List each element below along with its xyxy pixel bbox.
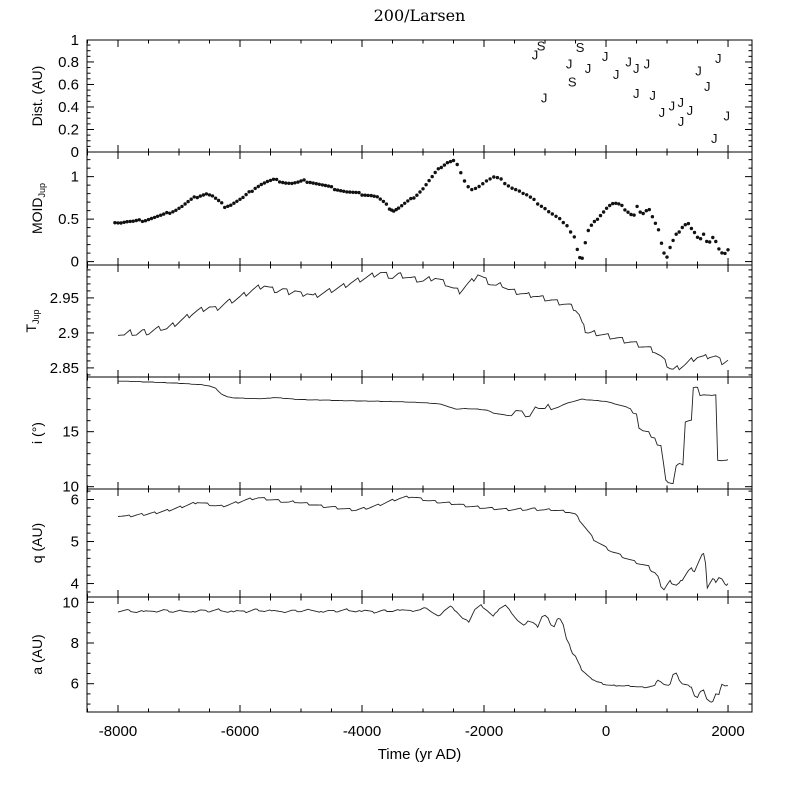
chart-title: 200/Larsen [373, 6, 466, 25]
close-approach-letter-J: J [649, 88, 656, 103]
panel-tjup: 2.85 2.9 2.95 TJup [23, 264, 753, 378]
close-approach-letter-J: J [677, 95, 684, 110]
y-tick-label: 5 [71, 534, 79, 551]
x-axis-tick-labels: -8000 -6000 -4000 -2000 0 2000 [99, 723, 745, 740]
close-approach-letter-J: J [715, 51, 722, 66]
y-tick-label: 0.4 [58, 99, 79, 116]
close-approach-letter-J: J [704, 79, 711, 94]
y-tick-label: 2.9 [58, 325, 79, 342]
panel-a: 6 8 10 a (AU) [29, 594, 753, 713]
close-approach-letter-J: J [613, 67, 620, 82]
a-series-line [117, 604, 728, 703]
y-tick-label: 0.6 [58, 76, 79, 93]
y-axis-title-moid: MOIDJup [29, 183, 47, 234]
y-axis-title-q: q (AU) [29, 523, 45, 563]
q-series-line [117, 495, 729, 591]
close-approach-letter-J: J [625, 54, 632, 69]
y-tick-label: 6 [71, 676, 79, 693]
y-tick-label: 0.5 [58, 211, 79, 228]
close-approach-letter-S: S [576, 40, 585, 55]
tjup-series-line [117, 271, 729, 371]
close-approach-letter-S: S [537, 39, 546, 54]
close-approach-letter-J: J [566, 57, 573, 72]
y-tick-label: 1 [71, 169, 79, 186]
x-tick-label: -6000 [221, 723, 259, 740]
inc-series-line [118, 380, 729, 484]
x-tick-label: 2000 [711, 723, 744, 740]
close-approach-letter-S: S [568, 75, 577, 90]
panel-inc: 10 15 i (°) [29, 376, 753, 496]
y-axis-title-inc: i (°) [29, 422, 45, 444]
close-approach-letter-J: J [678, 114, 685, 129]
y-tick-label: 0.2 [58, 121, 79, 138]
x-tick-label: -4000 [343, 723, 381, 740]
y-tick-label: 1 [71, 32, 79, 49]
panel-frame [86, 596, 753, 713]
close-approach-letter-J: J [633, 86, 640, 101]
close-approach-letter-J: J [659, 105, 666, 120]
panel-q: 4 5 6 q (AU) [29, 488, 753, 598]
close-approach-letter-J: J [687, 103, 694, 118]
y-tick-label: 0 [71, 144, 79, 161]
close-approach-letter-J: J [695, 63, 702, 78]
y-tick-label: 8 [71, 635, 79, 652]
y-tick-label: 10 [62, 594, 79, 611]
x-axis-title: Time (yr AD) [377, 746, 462, 763]
y-tick-label: 10 [62, 479, 79, 496]
close-approach-letter-J: J [585, 61, 592, 76]
close-approach-letter-J: J [644, 57, 651, 72]
panel-frame [86, 376, 753, 490]
close-approach-letter-J: J [711, 131, 718, 146]
panel-frame [86, 151, 753, 266]
y-axis-title-dist: Dist. (AU) [29, 66, 45, 127]
y-tick-label: 2.95 [50, 290, 79, 307]
x-tick-label: -2000 [465, 723, 503, 740]
y-tick-label: 0.8 [58, 54, 79, 71]
close-approach-letter-J: J [541, 90, 548, 105]
y-tick-label: 6 [71, 492, 79, 509]
panel-moid: 0 0.5 1 MOIDJup [29, 151, 753, 271]
y-axis-title-tjup: TJup [23, 309, 41, 332]
y-tick-label: 0 [71, 254, 79, 271]
close-approach-letter-J: J [602, 49, 609, 64]
y-tick-label: 4 [71, 576, 79, 593]
y-tick-label: 15 [62, 424, 79, 441]
moid-series-dots [113, 158, 730, 260]
x-tick-label: -8000 [99, 723, 137, 740]
close-approach-letter-J: J [669, 98, 676, 113]
x-tick-label: 0 [602, 723, 610, 740]
y-axis-title-a: a (AU) [29, 634, 45, 674]
close-approach-letter-J: J [532, 48, 539, 63]
y-tick-label: 2.85 [50, 360, 79, 377]
close-approach-letter-J: J [724, 108, 731, 123]
close-approach-letter-J: J [633, 61, 640, 76]
